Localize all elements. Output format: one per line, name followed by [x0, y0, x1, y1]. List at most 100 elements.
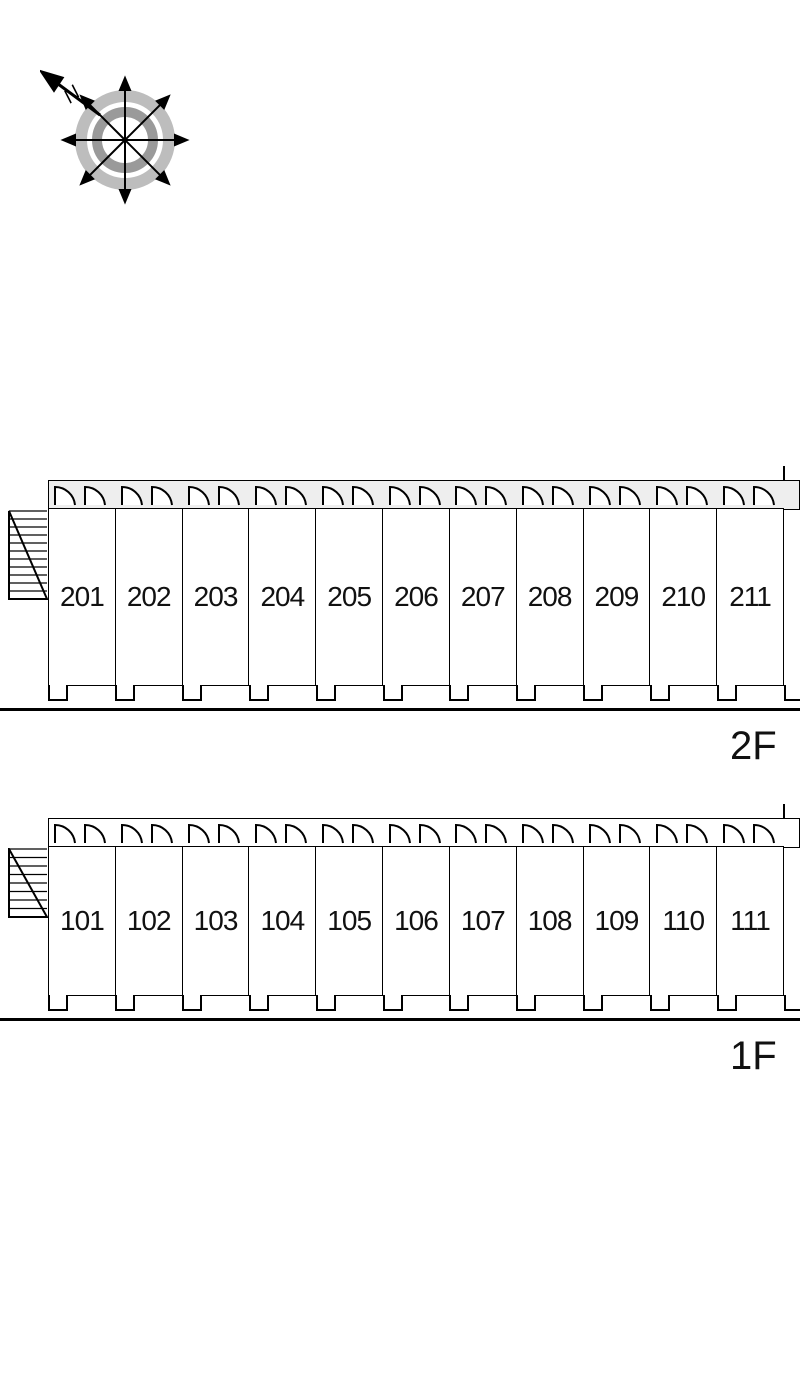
door-swing-icon [419, 484, 453, 506]
room-cell: 210 [649, 508, 716, 686]
balcony-foot [48, 685, 68, 701]
room-number: 108 [528, 905, 572, 937]
top-tick [783, 466, 785, 480]
room-cell: 104 [248, 846, 315, 996]
balcony-foot [316, 685, 336, 701]
door-swing-icon [686, 484, 720, 506]
door-swing-icon [485, 822, 519, 844]
door-swing-icon [255, 484, 289, 506]
door-swing-icon [389, 484, 423, 506]
door-swing-icon [753, 484, 787, 506]
door-swing-icon [723, 484, 757, 506]
room-cell: 205 [315, 508, 382, 686]
room-number: 103 [194, 905, 238, 937]
floor-label: 2F [730, 724, 777, 769]
balcony-foot [583, 685, 603, 701]
room-cell: 209 [583, 508, 650, 686]
room-number: 208 [528, 581, 572, 613]
top-tick [783, 804, 785, 818]
balcony-foot [316, 995, 336, 1011]
door-swing-icon [389, 822, 423, 844]
room-number: 109 [595, 905, 639, 937]
door-swing-icon [84, 822, 118, 844]
balcony-foot [784, 995, 800, 1011]
balcony-foot [583, 995, 603, 1011]
balcony-foot [115, 685, 135, 701]
room-cell: 105 [315, 846, 382, 996]
door-swing-icon [188, 484, 222, 506]
room-number: 206 [394, 581, 438, 613]
room-cell: 202 [115, 508, 182, 686]
balcony-foot [115, 995, 135, 1011]
floor-f1: 101 102 103 104 105 106 107 108 109 110 111 1F [0, 818, 800, 1078]
door-swing-icon [322, 484, 356, 506]
floor-label: 1F [730, 1034, 777, 1079]
door-swing-icon [552, 822, 586, 844]
room-number: 110 [662, 905, 704, 937]
door-swing-icon [54, 484, 88, 506]
balcony-foot [717, 685, 737, 701]
balcony-foot [784, 685, 800, 701]
balcony-foot [48, 995, 68, 1011]
room-number: 111 [730, 905, 770, 937]
door-swing-icon [151, 822, 185, 844]
door-swing-icon [589, 484, 623, 506]
door-swing-icon [352, 822, 386, 844]
door-swing-icon [352, 484, 386, 506]
door-swing-icon [84, 484, 118, 506]
room-number: 209 [595, 581, 639, 613]
door-swing-icon [218, 484, 252, 506]
balcony-foot [182, 685, 202, 701]
room-cell: 103 [182, 846, 249, 996]
room-cell: 207 [449, 508, 516, 686]
door-swing-icon [54, 822, 88, 844]
room-cell: 110 [649, 846, 716, 996]
room-cell: 211 [716, 508, 784, 686]
door-swing-icon [522, 484, 556, 506]
room-number: 205 [327, 581, 371, 613]
rooms-row: 101 102 103 104 105 106 107 108 109 110 111 [48, 846, 784, 996]
room-number: 204 [260, 581, 304, 613]
door-swing-icon [285, 484, 319, 506]
ground-line [0, 708, 800, 711]
door-swing-icon [188, 822, 222, 844]
room-cell: 201 [48, 508, 115, 686]
room-number: 107 [461, 905, 505, 937]
balcony-foot [516, 995, 536, 1011]
room-number: 210 [661, 581, 705, 613]
door-swing-icon [619, 822, 653, 844]
room-number: 207 [461, 581, 505, 613]
room-number: 106 [394, 905, 438, 937]
door-swing-icon [686, 822, 720, 844]
balcony-foot [182, 995, 202, 1011]
balcony-foot [717, 995, 737, 1011]
balcony-foot [650, 995, 670, 1011]
balcony-foot [383, 685, 403, 701]
stairs-icon [8, 510, 48, 600]
door-swing-icon [656, 822, 690, 844]
stairs-icon [8, 848, 48, 918]
room-cell: 203 [182, 508, 249, 686]
door-swing-icon [522, 822, 556, 844]
room-cell: 109 [583, 846, 650, 996]
balcony-foot [249, 685, 269, 701]
door-swing-icon [552, 484, 586, 506]
room-cell: 108 [516, 846, 583, 996]
room-number: 202 [127, 581, 171, 613]
door-swing-icon [723, 822, 757, 844]
door-swing-icon [322, 822, 356, 844]
compass-icon: N [40, 60, 190, 210]
room-number: 101 [60, 905, 104, 937]
door-swing-icon [218, 822, 252, 844]
door-swing-icon [455, 484, 489, 506]
room-number: 104 [260, 905, 304, 937]
floorplan-stage: N 201 202 203 204 205 206 207 208 209 210 211 2F 101… [0, 0, 800, 1376]
door-swing-icon [656, 484, 690, 506]
room-cell: 111 [716, 846, 784, 996]
ground-line [0, 1018, 800, 1021]
door-swing-icon [455, 822, 489, 844]
door-swing-icon [589, 822, 623, 844]
balcony-foot [516, 685, 536, 701]
room-number: 102 [127, 905, 171, 937]
balcony-foot [449, 685, 469, 701]
